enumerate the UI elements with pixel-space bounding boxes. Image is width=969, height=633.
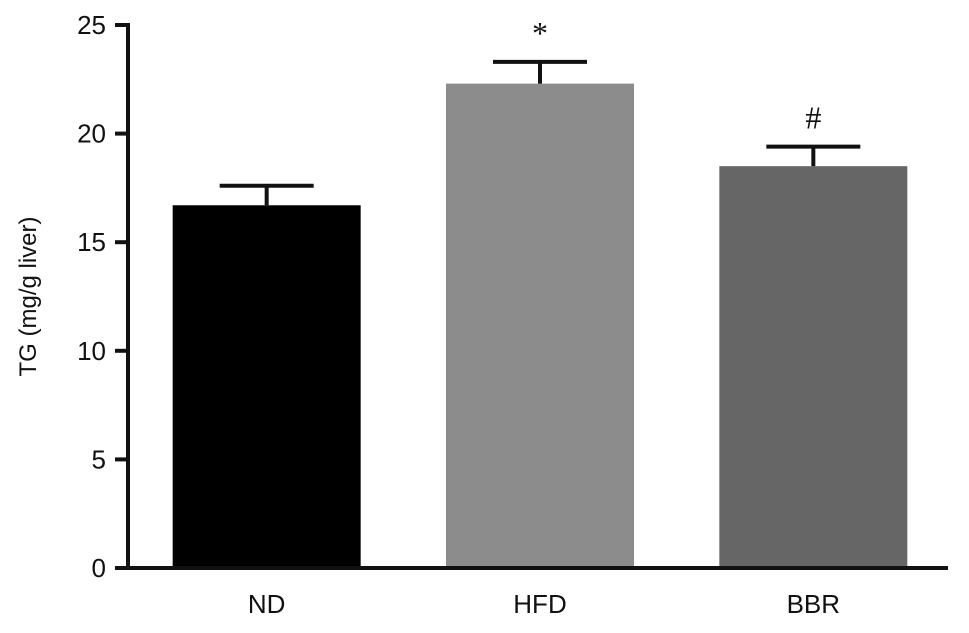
bar-bbr <box>719 166 908 568</box>
bar-nd <box>172 205 361 568</box>
x-category-label: HFD <box>513 589 566 619</box>
y-tick-label: 10 <box>77 336 106 366</box>
significance-mark-hfd: * <box>532 15 548 51</box>
y-tick-label: 0 <box>92 553 106 583</box>
bar-hfd <box>446 83 634 569</box>
significance-mark-bbr: # <box>805 100 821 136</box>
y-axis-ticks: 0 5 10 15 20 25 <box>77 10 128 583</box>
significance-annotations: *# <box>532 15 821 136</box>
x-category-label: ND <box>248 589 286 619</box>
y-axis-title: TG (mg/g liver) <box>15 216 42 376</box>
y-tick-label: 15 <box>77 227 106 257</box>
x-axis-category-labels: ND HFD BBR <box>248 589 840 619</box>
y-tick-label: 5 <box>92 444 106 474</box>
x-category-label: BBR <box>787 589 840 619</box>
bars <box>172 83 908 569</box>
error-bars <box>219 59 861 206</box>
y-tick-label: 25 <box>77 10 106 40</box>
y-tick-label: 20 <box>77 119 106 149</box>
